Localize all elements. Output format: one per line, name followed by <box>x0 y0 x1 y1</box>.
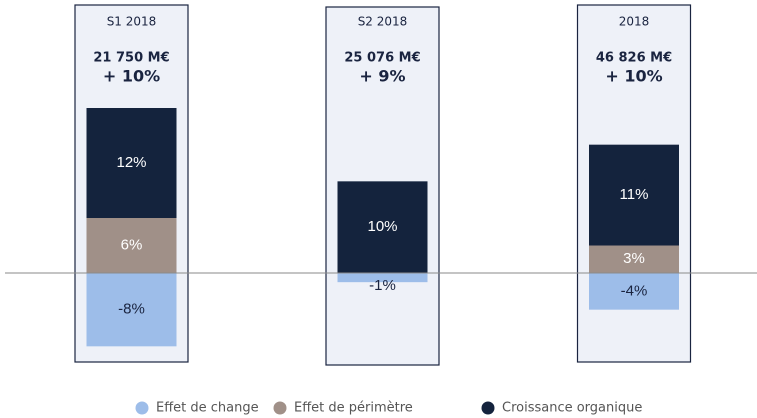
category-label: 2018 <box>619 15 650 29</box>
bar-segment <box>86 273 177 347</box>
value-label: 12% <box>116 154 146 171</box>
bar-segment <box>589 144 679 246</box>
value-label: 6% <box>121 236 143 253</box>
legend-label: Croissance organique <box>502 401 642 416</box>
total-label: 21 750 M€ <box>93 51 169 66</box>
value-label: 3% <box>623 250 645 267</box>
growth-label: + 9% <box>359 67 405 86</box>
legend-label: Effet de périmètre <box>294 401 413 416</box>
bar-segment <box>86 108 177 219</box>
bar-segment <box>86 218 177 274</box>
bar-segment <box>337 273 428 283</box>
legend-label: Effet de change <box>156 401 259 416</box>
bar-segment <box>337 181 428 274</box>
category-label: S1 2018 <box>107 15 157 29</box>
legend-marker <box>481 401 495 415</box>
value-label: 11% <box>620 186 649 203</box>
value-label: -4% <box>621 282 648 299</box>
total-label: 25 076 M€ <box>344 51 420 66</box>
legend-marker <box>273 401 287 415</box>
growth-label: + 10% <box>103 67 160 86</box>
value-label: 10% <box>367 218 397 235</box>
total-label: 46 826 M€ <box>596 51 672 66</box>
bar-segment <box>589 273 679 310</box>
growth-label: + 10% <box>605 67 662 86</box>
value-label: -1% <box>369 277 396 294</box>
category-label: S2 2018 <box>358 15 408 29</box>
value-label: -8% <box>118 301 145 318</box>
legend-marker <box>135 401 149 415</box>
bar-segment <box>589 245 679 274</box>
